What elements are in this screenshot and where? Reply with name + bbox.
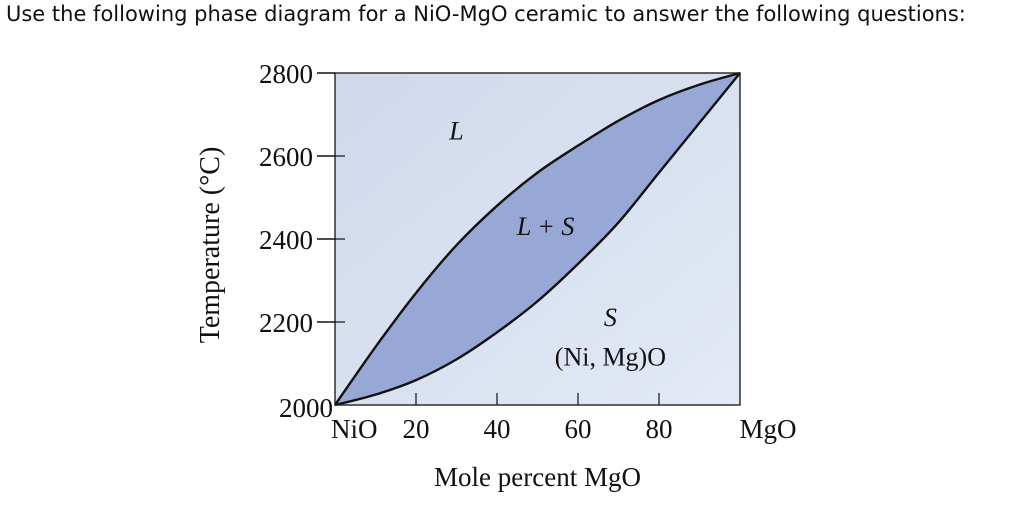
question-text: Use the following phase diagram for a Ni… [6,2,966,26]
y-tick-label: 2400 [259,225,313,255]
x-tick-label: 60 [565,414,592,444]
x-tick-label: 40 [484,414,511,444]
x-tick-label: 20 [403,414,430,444]
liquidus-curve [334,71,741,406]
y-axis-label: Temperature (°C) [195,147,226,344]
x-tick-label: NiO [331,414,378,444]
solidus-curve [334,72,741,407]
x-tick-label: 80 [646,414,673,444]
two-phase-region [335,73,740,405]
y-tick-label: 2000 [279,393,333,423]
y-tick-label: 2200 [259,308,313,338]
region-label: (Ni, Mg)O [555,343,666,372]
x-axis-label: Mole percent MgO [434,462,641,492]
y-tick-label: 2800 [259,59,313,89]
y-tick-label: 2600 [259,142,313,172]
region-label: S [604,303,617,332]
region-label: L [448,116,463,145]
x-tick-label: MgO [739,414,796,444]
region-label: L + S [516,212,575,241]
